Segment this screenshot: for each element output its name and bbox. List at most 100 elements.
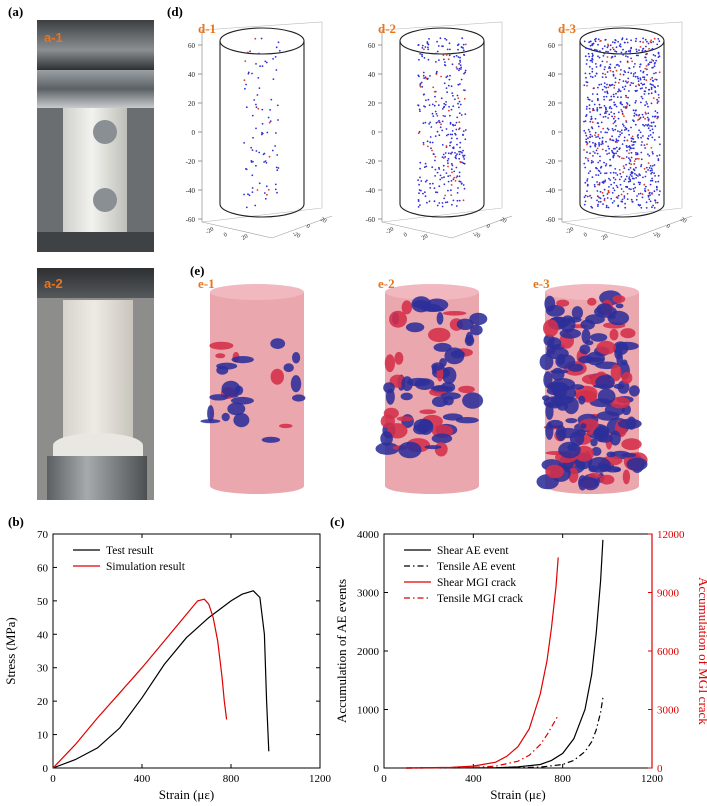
crack-shear xyxy=(613,383,625,390)
shear-point xyxy=(639,192,642,195)
tensile-point xyxy=(597,183,599,186)
shear-point xyxy=(618,178,621,181)
shear-point xyxy=(645,185,647,188)
shear-point xyxy=(640,136,642,139)
shear-point xyxy=(442,164,445,167)
tensile-point xyxy=(620,193,623,196)
shear-point xyxy=(590,197,593,199)
shear-point xyxy=(645,124,647,126)
legend-label-2: Simulation result xyxy=(106,561,186,573)
crack-tensile xyxy=(270,368,284,385)
crack-shear xyxy=(283,363,294,373)
shear-point xyxy=(603,68,606,71)
shear-point xyxy=(649,129,652,132)
shear-point xyxy=(257,77,260,79)
shear-point xyxy=(445,134,448,137)
shear-point xyxy=(265,61,268,64)
shear-point xyxy=(633,114,636,117)
tensile-point xyxy=(609,69,612,72)
shear-point xyxy=(449,123,452,125)
shear-point xyxy=(631,144,634,147)
shear-point xyxy=(617,194,620,197)
shear-point xyxy=(430,126,433,128)
shear-point xyxy=(276,104,279,107)
shear-point xyxy=(602,72,604,75)
crack-tensile xyxy=(384,354,395,373)
tensile-point xyxy=(601,191,604,194)
shear-point xyxy=(635,109,637,112)
shear-point xyxy=(426,41,429,43)
shear-point xyxy=(585,63,588,65)
shear-point xyxy=(589,145,592,148)
shear-point xyxy=(656,98,658,101)
shear-point xyxy=(423,57,426,59)
shear-point xyxy=(263,152,266,155)
shear-point xyxy=(454,152,456,154)
shear-point xyxy=(629,174,632,176)
shear-point xyxy=(594,185,596,188)
shear-point xyxy=(653,139,656,141)
shear-point xyxy=(620,51,623,54)
shear-point xyxy=(461,151,463,154)
shear-point xyxy=(584,132,587,134)
shear-point xyxy=(653,65,656,67)
shear-point xyxy=(654,175,656,177)
shear-point xyxy=(616,150,619,153)
shear-point xyxy=(651,165,654,167)
shear-point xyxy=(617,117,620,120)
tensile-point xyxy=(442,54,445,56)
x-tick-label: 0 xyxy=(381,773,387,785)
x-tick-label: 20 xyxy=(421,234,429,242)
y-right-axis-label: Accumulation of MGI crack xyxy=(696,577,707,725)
shear-point xyxy=(458,112,461,115)
shear-point xyxy=(452,123,454,126)
shear-point xyxy=(611,115,613,118)
shear-point xyxy=(270,98,273,101)
shear-point xyxy=(642,135,644,137)
shear-point xyxy=(639,87,642,90)
shear-point xyxy=(651,79,654,82)
shear-point xyxy=(422,93,425,96)
shear-point xyxy=(604,112,606,115)
y-tick-label: 30 xyxy=(37,663,49,675)
tensile-point xyxy=(604,73,607,76)
shear-point xyxy=(452,178,455,181)
shear-point xyxy=(596,108,599,111)
shear-point xyxy=(458,100,461,103)
tensile-point xyxy=(449,174,452,177)
shear-point xyxy=(430,147,432,150)
shear-point xyxy=(595,136,597,139)
series-line-1 xyxy=(52,590,270,769)
shear-point xyxy=(612,176,615,179)
shear-point xyxy=(646,116,649,119)
shear-point xyxy=(630,172,633,174)
crack-shear xyxy=(292,352,301,364)
shear-point xyxy=(448,42,451,45)
tensile-point xyxy=(637,119,639,121)
shear-point xyxy=(596,122,599,124)
shear-point xyxy=(458,153,461,156)
shear-point xyxy=(592,141,594,144)
shear-point xyxy=(451,63,454,66)
shear-point xyxy=(594,117,597,120)
tensile-point xyxy=(626,192,629,195)
shear-point xyxy=(593,184,596,186)
shear-point xyxy=(612,48,615,51)
photo-a1-top-plate xyxy=(37,20,154,70)
crack-shear xyxy=(578,477,599,489)
shear-point xyxy=(624,52,627,55)
shear-point xyxy=(267,116,270,119)
tensile-point xyxy=(652,97,655,99)
shear-point xyxy=(245,106,248,109)
shear-point xyxy=(642,176,644,179)
shear-point xyxy=(657,94,660,96)
shear-point xyxy=(458,106,460,109)
shear-point xyxy=(610,164,612,167)
shear-point xyxy=(635,85,637,88)
box-floor-edge xyxy=(381,215,513,239)
shear-point xyxy=(647,169,649,171)
crack-shear xyxy=(579,344,591,355)
shear-point xyxy=(616,186,619,189)
tensile-point xyxy=(597,196,600,199)
shear-point xyxy=(260,133,263,136)
